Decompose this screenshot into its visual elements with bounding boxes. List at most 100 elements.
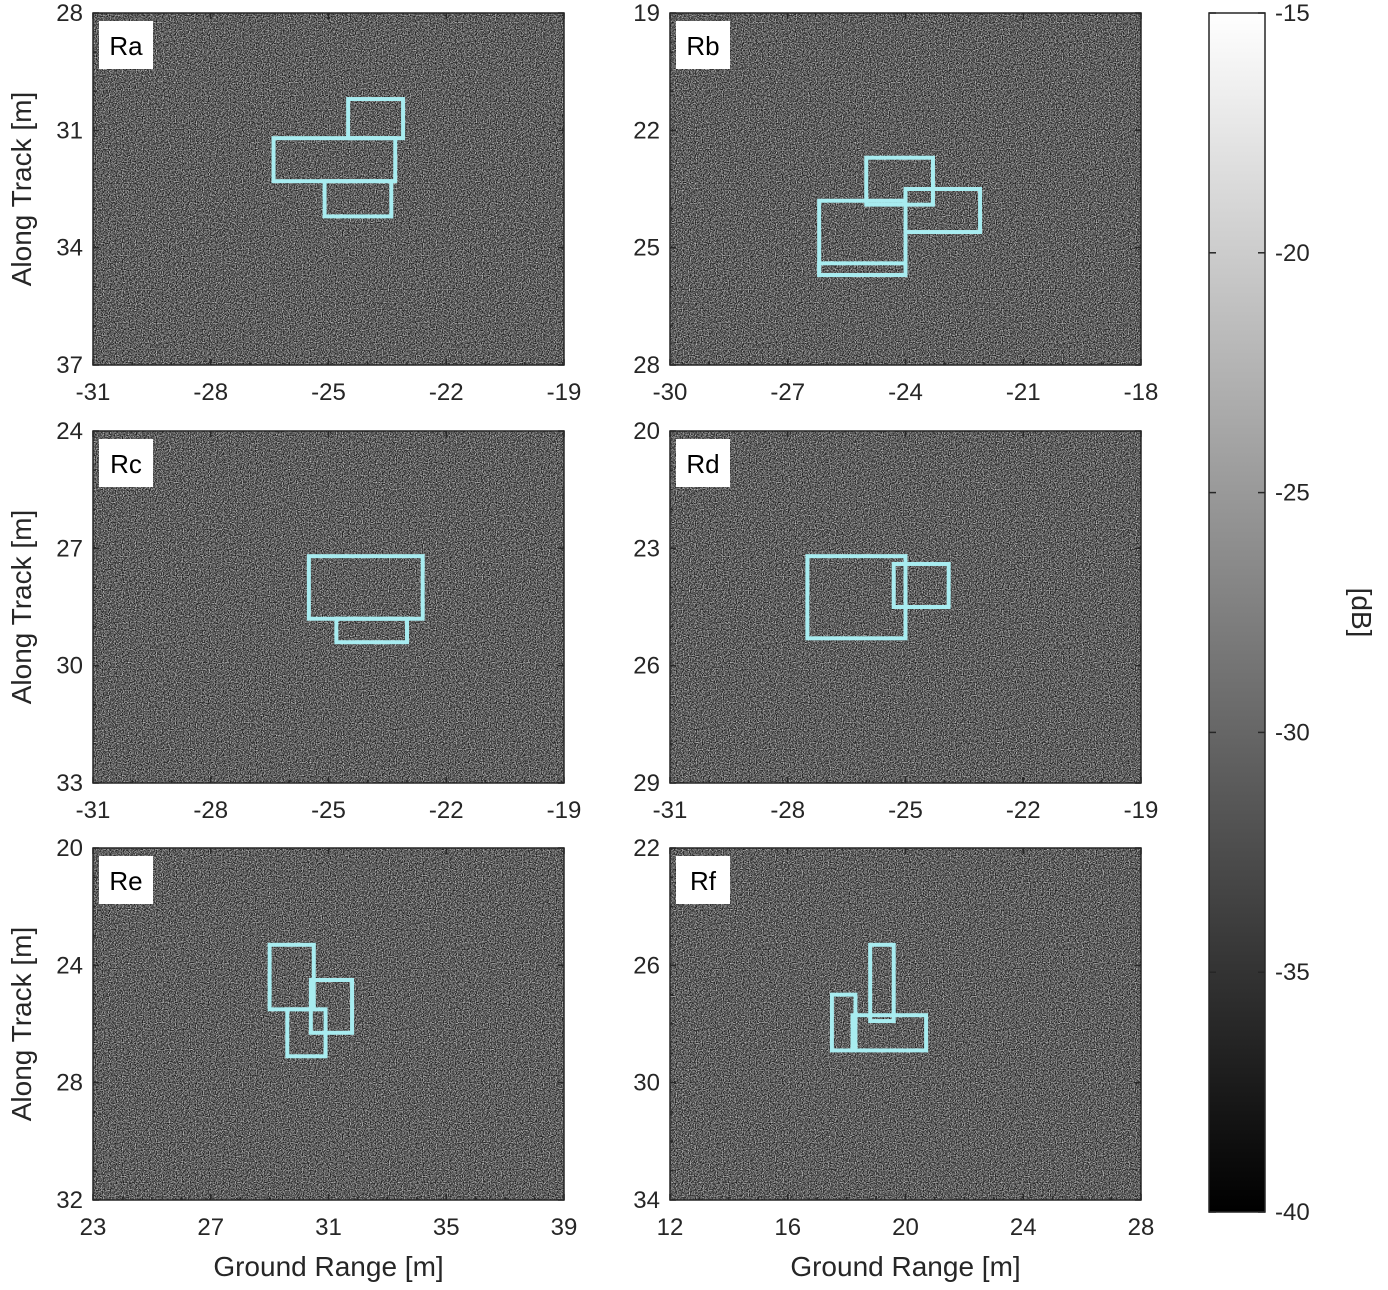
x-tick-label: -22 bbox=[429, 797, 464, 824]
panel-tag-box bbox=[676, 439, 730, 487]
x-tick-label: -31 bbox=[76, 379, 111, 406]
panel-tag: Rd bbox=[686, 449, 719, 479]
y-tick-label: 26 bbox=[633, 952, 660, 979]
x-tick-label: -19 bbox=[547, 797, 582, 824]
x-tick-label: -21 bbox=[1006, 379, 1041, 406]
panel-rc: Rc -31 -28 -25 -22 -19 24 27 30 33 Along Track [m] bbox=[6, 418, 581, 824]
x-tick-label: -31 bbox=[653, 797, 688, 824]
panel-re: Re 23 27 31 35 39 20 24 28 32 Along Track [m] Groun… bbox=[6, 835, 577, 1282]
y-tick-label: 28 bbox=[633, 352, 660, 379]
y-tick-label: 20 bbox=[56, 835, 83, 862]
panel-tag: Rb bbox=[686, 31, 719, 61]
y-tick-label: 22 bbox=[633, 835, 660, 862]
colorbar-tick-label: -20 bbox=[1275, 240, 1310, 267]
panel-tag-box bbox=[99, 856, 153, 904]
panel-ra: Ra -31 -28 -25 -22 -19 28 31 34 37 Along Track [m] bbox=[6, 0, 581, 406]
x-tick-label: 28 bbox=[1128, 1214, 1155, 1241]
y-tick-label: 34 bbox=[56, 235, 83, 262]
y-tick-label: 32 bbox=[56, 1187, 83, 1214]
colorbar-tick-label: -15 bbox=[1275, 0, 1310, 27]
x-tick-label: -18 bbox=[1124, 379, 1159, 406]
y-tick-label: 19 bbox=[633, 0, 660, 27]
roi-box-rf-3 bbox=[850, 1013, 929, 1053]
y-tick-label: 30 bbox=[56, 653, 83, 680]
x-tick-label: 27 bbox=[197, 1214, 224, 1241]
x-tick-label: -22 bbox=[429, 379, 464, 406]
colorbar-tick-label: -35 bbox=[1275, 959, 1310, 986]
panel-tag-box bbox=[99, 21, 153, 69]
colorbar: -15 -20 -25 -30 -35 -40 [dB] bbox=[1208, 0, 1377, 1226]
x-tick-label: 31 bbox=[315, 1214, 342, 1241]
panel-tag: Rf bbox=[690, 866, 717, 896]
panel-tag: Re bbox=[109, 866, 142, 896]
sar-image-speckle bbox=[93, 848, 564, 1200]
colorbar-gradient bbox=[1209, 13, 1265, 1212]
roi-box-re-2 bbox=[308, 978, 355, 1035]
x-tick-label: 23 bbox=[80, 1214, 107, 1241]
roi-box-rf-2 bbox=[829, 992, 858, 1053]
x-tick-label: -28 bbox=[193, 797, 228, 824]
x-tick-label: 16 bbox=[774, 1214, 801, 1241]
panel-tag: Ra bbox=[109, 31, 143, 61]
x-tick-label: 24 bbox=[1010, 1214, 1037, 1241]
x-tick-label: -27 bbox=[770, 379, 805, 406]
y-axis-label: Along Track [m] bbox=[6, 510, 37, 705]
x-tick-label: -19 bbox=[547, 379, 582, 406]
x-tick-label: -25 bbox=[888, 797, 923, 824]
x-tick-label: 20 bbox=[892, 1214, 919, 1241]
y-tick-label: 28 bbox=[56, 1070, 83, 1097]
x-tick-label: -31 bbox=[76, 797, 111, 824]
sar-image-speckle bbox=[93, 431, 564, 783]
y-tick-label: 22 bbox=[633, 117, 660, 144]
colorbar-label: [dB] bbox=[1346, 588, 1377, 638]
y-tick-label: 28 bbox=[56, 0, 83, 27]
x-tick-label: -30 bbox=[653, 379, 688, 406]
roi-box-rb-1 bbox=[864, 155, 935, 207]
panel-rd: Rd -31 -28 -25 -22 -19 20 23 26 29 bbox=[633, 418, 1158, 824]
x-tick-label: 39 bbox=[551, 1214, 578, 1241]
y-tick-label: 30 bbox=[633, 1070, 660, 1097]
sar-image-speckle bbox=[93, 13, 564, 365]
y-tick-label: 29 bbox=[633, 770, 660, 797]
colorbar-tick-label: -25 bbox=[1275, 480, 1310, 507]
panel-tag: Rc bbox=[110, 449, 142, 479]
sar-image-speckle bbox=[670, 848, 1141, 1200]
panel-rf: Rf 12 16 20 24 28 22 26 30 34 Ground Range [m] bbox=[633, 835, 1154, 1282]
roi-box-rd-2 bbox=[891, 561, 951, 610]
y-tick-label: 23 bbox=[633, 535, 660, 562]
x-tick-label: -24 bbox=[888, 379, 923, 406]
roi-box-rd-1 bbox=[805, 554, 908, 641]
roi-box-rf-1 bbox=[868, 942, 896, 1024]
panel-tag-box bbox=[676, 856, 730, 904]
roi-box-re-3 bbox=[285, 1007, 328, 1059]
y-tick-label: 27 bbox=[56, 535, 83, 562]
y-tick-label: 37 bbox=[56, 352, 83, 379]
x-axis-label: Ground Range [m] bbox=[213, 1251, 443, 1282]
y-tick-label: 31 bbox=[56, 117, 83, 144]
x-tick-label: -22 bbox=[1006, 797, 1041, 824]
colorbar-tick-label: -40 bbox=[1275, 1199, 1310, 1226]
y-tick-label: 20 bbox=[633, 418, 660, 445]
roi-box-ra-3 bbox=[322, 179, 394, 219]
roi-box-rb-4 bbox=[817, 261, 908, 278]
y-tick-label: 24 bbox=[56, 952, 83, 979]
y-axis-label: Along Track [m] bbox=[6, 927, 37, 1122]
panels: Ra -31 -28 -25 -22 -19 28 31 34 37 Along Track [m]… bbox=[6, 0, 1158, 1282]
x-tick-label: -25 bbox=[311, 797, 346, 824]
x-tick-label: -25 bbox=[311, 379, 346, 406]
y-tick-label: 25 bbox=[633, 235, 660, 262]
x-tick-label: 12 bbox=[657, 1214, 684, 1241]
panel-rb: Rb -30 -27 -24 -21 -18 19 22 25 28 bbox=[633, 0, 1158, 406]
panel-tag-box bbox=[99, 439, 153, 487]
colorbar-frame bbox=[1208, 12, 1266, 1213]
roi-box-rc-2 bbox=[334, 616, 410, 645]
x-tick-label: -28 bbox=[193, 379, 228, 406]
y-axis-label: Along Track [m] bbox=[6, 92, 37, 287]
x-axis-label: Ground Range [m] bbox=[790, 1251, 1020, 1282]
y-tick-label: 26 bbox=[633, 653, 660, 680]
x-tick-label: 35 bbox=[433, 1214, 460, 1241]
panel-tag-box bbox=[676, 21, 730, 69]
y-tick-label: 24 bbox=[56, 418, 83, 445]
colorbar-tick-label: -30 bbox=[1275, 719, 1310, 746]
